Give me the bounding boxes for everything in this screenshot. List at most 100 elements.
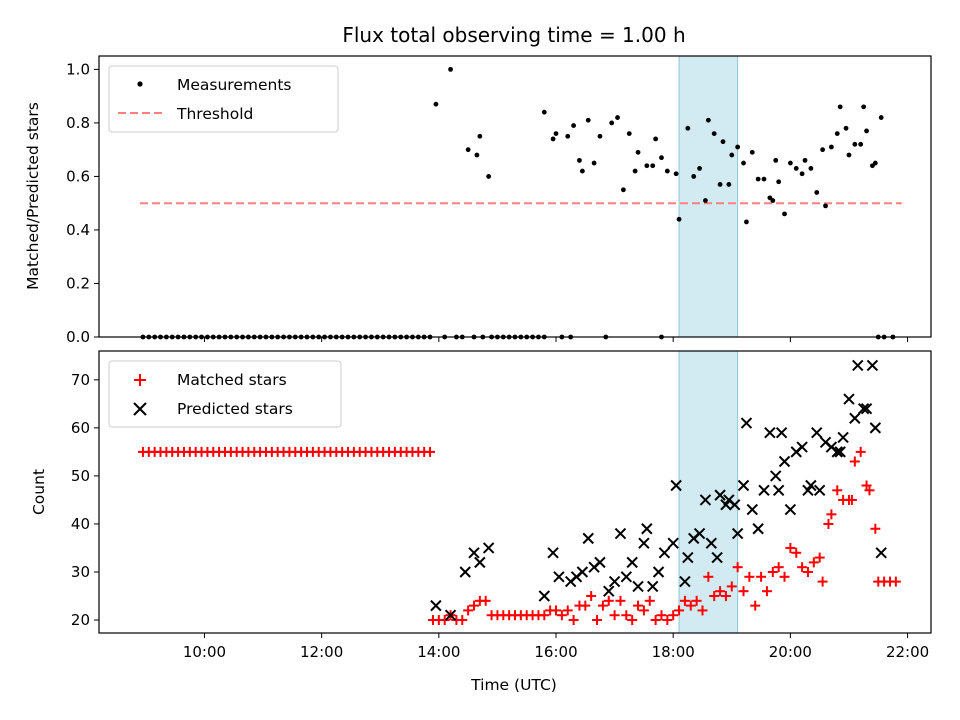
matched-star-point <box>756 571 767 582</box>
measurement-point <box>782 211 787 217</box>
legend-predicted-marker <box>133 402 147 416</box>
legend-matched-label: Matched stars <box>177 371 287 389</box>
measurement-point <box>609 120 615 126</box>
predicted-star-point <box>831 446 843 458</box>
measurement-point <box>565 133 571 139</box>
measurement-point <box>664 168 670 174</box>
predicted-star-point <box>547 547 559 559</box>
predicted-star-point <box>772 484 785 497</box>
predicted-star-point <box>670 479 682 492</box>
measurement-point <box>541 109 547 115</box>
counts-axes-frame <box>98 350 932 634</box>
measurement-point <box>635 149 641 155</box>
x-marker-b <box>614 527 627 540</box>
matched-star-point <box>761 586 772 597</box>
measurement-point <box>761 176 767 182</box>
x-marker-b <box>843 393 855 405</box>
measurement-point <box>653 136 659 142</box>
x-axis-label: Time (UTC) <box>470 676 557 694</box>
observing-window-span <box>678 55 739 338</box>
matched-star-point <box>468 600 479 611</box>
predicted-star-point <box>652 566 665 578</box>
matched-star-point <box>627 615 638 626</box>
x-marker-b <box>869 422 882 434</box>
measurement-point <box>834 131 840 137</box>
x-marker-b <box>711 551 723 564</box>
measurement-point <box>878 115 884 120</box>
x-marker-b <box>682 551 694 564</box>
x-marker-b <box>805 479 817 492</box>
counts-legend: Matched stars Predicted stars <box>108 360 342 428</box>
x-marker-b <box>699 494 712 506</box>
x-marker-b <box>731 527 744 540</box>
matched-star-point <box>603 595 614 606</box>
legend-measurements-label: Measurements <box>177 76 292 94</box>
x-tick-label: 10:00 <box>183 643 226 661</box>
x-marker-b <box>474 556 486 569</box>
measurement-point <box>846 152 852 158</box>
measurement-point <box>793 166 799 171</box>
x-marker-b <box>553 571 565 583</box>
x-marker-b <box>482 542 495 554</box>
predicted-star-point <box>731 527 744 540</box>
measurement-point <box>626 131 632 137</box>
x-tick-label: 12:00 <box>300 643 343 661</box>
predicted-star-point <box>641 523 653 535</box>
x-marker-b <box>620 571 633 583</box>
measurement-point <box>615 115 620 120</box>
matched-star-point <box>650 615 661 626</box>
matched-star-point <box>750 600 761 611</box>
matched-star-point <box>720 591 731 602</box>
x-marker-b <box>831 446 843 458</box>
y-tick-label: 20 <box>71 611 90 629</box>
matched-star-point <box>551 605 562 616</box>
measurement-point <box>858 141 864 147</box>
predicted-star-point <box>711 551 723 564</box>
predicted-star-point <box>852 359 864 372</box>
predicted-star-point <box>430 599 442 612</box>
predicted-star-point <box>811 426 823 439</box>
predicted-star-point <box>740 417 753 429</box>
x-marker-b <box>784 503 797 516</box>
ratio-y-axis-label: Matched/Predicted stars <box>24 102 42 290</box>
measurement-point <box>585 117 591 123</box>
matched-star-point <box>439 615 450 626</box>
predicted-star-point <box>737 479 750 492</box>
measurement-point <box>837 104 843 110</box>
measurement-point <box>697 166 702 171</box>
predicted-star-point <box>646 580 659 593</box>
predicted-star-point <box>752 523 764 535</box>
x-marker-b <box>813 484 826 497</box>
x-marker-b <box>670 479 682 492</box>
predicted-star-point <box>758 484 770 497</box>
measurement-point <box>799 171 805 177</box>
x-marker-b <box>849 412 861 424</box>
matched-star-point <box>802 566 813 577</box>
legend-measurements-marker <box>137 81 143 87</box>
y-tick-label: 30 <box>71 563 90 581</box>
matched-star-point <box>644 595 655 606</box>
x-marker-b <box>729 499 741 511</box>
measurement-point <box>691 174 697 179</box>
ratio-axes-frame <box>98 55 932 338</box>
predicted-star-point <box>849 412 861 424</box>
matched-star-point <box>744 571 755 582</box>
x-marker-b <box>852 359 864 372</box>
x-marker-b <box>538 590 551 602</box>
y-tick-label: 50 <box>71 467 90 485</box>
x-marker-b <box>764 426 776 439</box>
x-marker-b <box>576 566 589 578</box>
predicted-star-point <box>775 426 788 439</box>
count-y-axis-label: Count <box>30 469 48 515</box>
y-tick-label: 0.2 <box>66 274 90 292</box>
x-marker-b <box>837 431 849 444</box>
matched-star-point <box>480 595 491 606</box>
predicted-star-point <box>667 537 679 549</box>
measurement-point <box>433 101 439 107</box>
x-marker-b <box>875 547 887 559</box>
measurement-point <box>711 131 717 137</box>
matched-star-point <box>817 576 828 587</box>
measurement-point <box>632 168 638 174</box>
predicted-star-point <box>638 537 650 549</box>
y-tick-label: 0.4 <box>66 221 90 239</box>
